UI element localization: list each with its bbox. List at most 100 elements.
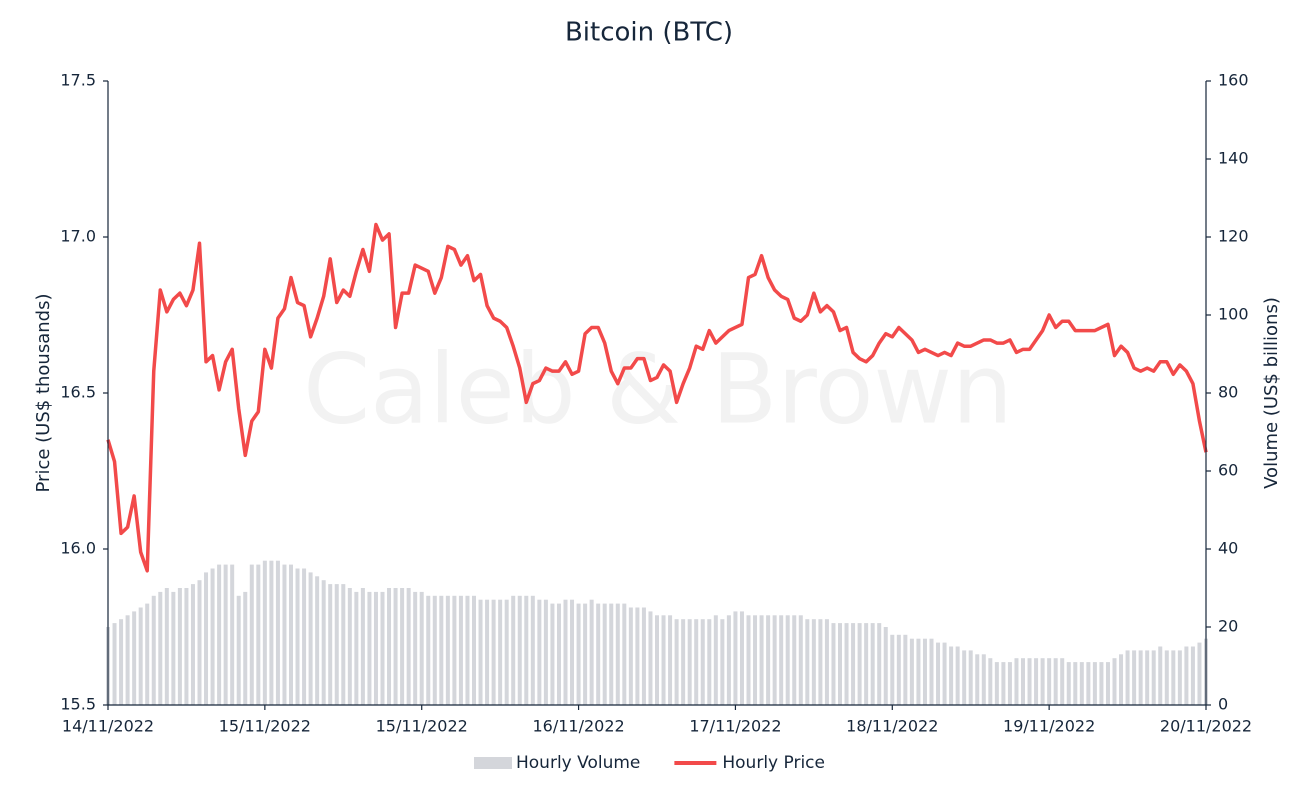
- volume-bar: [903, 634, 908, 705]
- volume-bar: [478, 599, 483, 705]
- volume-bar: [164, 588, 169, 705]
- volume-bar: [609, 603, 614, 705]
- volume-bar: [687, 619, 692, 705]
- y2-tick-label: 100: [1218, 305, 1249, 324]
- watermark: Caleb & Brown: [303, 333, 1013, 445]
- volume-bar: [864, 623, 869, 705]
- volume-bar: [818, 619, 823, 705]
- volume-bar: [668, 615, 673, 705]
- volume-bar: [890, 634, 895, 705]
- volume-bar: [485, 599, 490, 705]
- volume-bar: [622, 603, 627, 705]
- volume-bar: [347, 588, 352, 705]
- volume-bar: [720, 619, 725, 705]
- volume-bar: [1034, 658, 1039, 705]
- volume-bar: [936, 642, 941, 705]
- volume-bar: [968, 650, 973, 705]
- volume-bar: [916, 638, 921, 705]
- volume-bar: [177, 588, 182, 705]
- volume-bar: [341, 584, 346, 705]
- volume-bar: [550, 603, 555, 705]
- volume-bar: [217, 564, 222, 705]
- volume-bar: [759, 615, 764, 705]
- y2-tick-label: 20: [1218, 617, 1238, 636]
- volume-bar: [798, 615, 803, 705]
- volume-bar: [831, 623, 836, 705]
- price-line: [106, 222, 1208, 573]
- volume-bar: [635, 607, 640, 705]
- volume-bar: [857, 623, 862, 705]
- volume-bar: [674, 619, 679, 705]
- y2-tick-label: 60: [1218, 461, 1238, 480]
- x-tick-label: 18/11/2022: [846, 717, 938, 736]
- volume-bar: [661, 615, 666, 705]
- chart-title: Bitcoin (BTC): [565, 18, 733, 48]
- volume-bar: [1132, 650, 1137, 705]
- volume-bar: [1105, 662, 1110, 705]
- volume-bar: [171, 591, 176, 705]
- volume-bar: [236, 595, 241, 705]
- volume-bar: [1158, 646, 1163, 705]
- volume-bar: [655, 615, 659, 705]
- volume-bar: [602, 603, 607, 705]
- volume-bar: [641, 607, 646, 705]
- volume-bar: [315, 576, 320, 705]
- volume-bar: [739, 611, 744, 705]
- volume-bar: [1145, 650, 1150, 705]
- volume-bar: [1164, 650, 1169, 705]
- volume-bar: [491, 599, 496, 705]
- volume-bar: [975, 654, 980, 705]
- volume-bar: [360, 588, 365, 705]
- volume-bar: [838, 623, 842, 705]
- volume-bar: [400, 588, 405, 705]
- volume-bar: [1138, 650, 1143, 705]
- x-tick-label: 20/11/2022: [1160, 717, 1252, 736]
- volume-bar: [556, 603, 561, 705]
- x-tick-label: 17/11/2022: [689, 717, 781, 736]
- x-tick-label: 15/11/2022: [376, 717, 468, 736]
- legend-swatch: [474, 757, 512, 769]
- volume-bar: [1053, 658, 1058, 705]
- x-tick-label: 16/11/2022: [532, 717, 624, 736]
- volume-bar: [256, 564, 261, 705]
- volume-bar: [530, 595, 535, 705]
- volume-bar: [694, 619, 699, 705]
- volume-bar: [1027, 658, 1032, 705]
- y2-tick-label: 160: [1218, 71, 1249, 90]
- y2-tick-label: 140: [1218, 149, 1249, 168]
- volume-bar: [994, 662, 999, 705]
- volume-bar: [1073, 662, 1078, 705]
- volume-bar: [1119, 654, 1124, 705]
- volume-bar: [772, 615, 777, 705]
- legend-label: Hourly Price: [722, 753, 825, 773]
- volume-bar: [707, 619, 712, 705]
- volume-bar: [596, 603, 601, 705]
- volume-bar: [589, 599, 594, 705]
- volume-bar: [289, 564, 293, 705]
- volume-bar: [426, 595, 431, 705]
- volume-bar: [955, 646, 960, 705]
- volume-bar: [269, 560, 274, 705]
- volume-bar: [1190, 646, 1195, 705]
- volume-bar: [295, 568, 300, 705]
- volume-bar: [151, 595, 156, 705]
- volume-bar: [1021, 658, 1025, 705]
- volume-bar: [1151, 650, 1156, 705]
- volume-bar: [1171, 650, 1176, 705]
- volume-bar: [498, 599, 503, 705]
- volume-bar: [1197, 642, 1202, 705]
- volume-bar: [524, 595, 529, 705]
- volume-bar: [713, 615, 718, 705]
- volume-bar: [1040, 658, 1045, 705]
- volume-bar: [145, 603, 150, 705]
- volume-bar: [432, 595, 437, 705]
- volume-bar: [1086, 662, 1091, 705]
- volume-bar: [1014, 658, 1019, 705]
- volume-bar: [393, 588, 398, 705]
- volume-bar: [465, 595, 470, 705]
- volume-bar: [230, 564, 235, 705]
- volume-bar: [190, 584, 195, 705]
- legend-label: Hourly Volume: [516, 753, 640, 773]
- volume-bar: [537, 599, 542, 705]
- volume-bar: [328, 584, 333, 705]
